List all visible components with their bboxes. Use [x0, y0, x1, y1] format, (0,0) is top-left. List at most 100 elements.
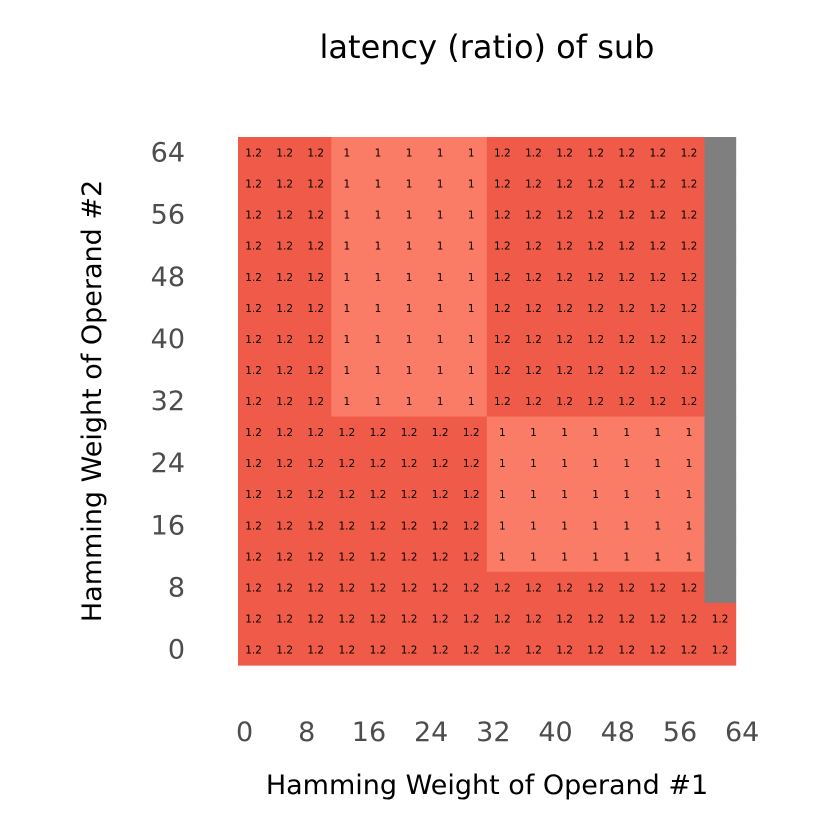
- cell-value-label: 1.2: [432, 582, 449, 594]
- cell-value-label: 1: [686, 458, 693, 470]
- cell-value-label: 1.2: [245, 365, 262, 377]
- heatmap-cell: [673, 571, 706, 604]
- heatmap-cell: [580, 354, 612, 387]
- heatmap-cell: [331, 354, 363, 387]
- cell-value-label: 1.2: [463, 551, 480, 563]
- cell-value-label: 1.2: [525, 644, 542, 656]
- heatmap-cell: [486, 602, 519, 635]
- cell-value-label: 1.2: [307, 582, 324, 594]
- heatmap-cell: [424, 416, 457, 449]
- x-tick-label: 56: [663, 717, 697, 748]
- heatmap-cell: [393, 447, 426, 480]
- heatmap-cell: [331, 447, 363, 480]
- cell-value-label: 1: [468, 148, 475, 160]
- heatmap-cell-missing: [704, 385, 737, 418]
- cell-value-label: 1.2: [276, 613, 293, 625]
- heatmap-cell-missing: [704, 447, 737, 480]
- heatmap-cell: [673, 385, 706, 418]
- heatmap-cell: [673, 633, 706, 666]
- cell-value-label: 1.2: [307, 613, 324, 625]
- heatmap-cell: [362, 323, 395, 356]
- heatmap-cell: [580, 385, 612, 418]
- cell-value-label: 1.2: [618, 613, 635, 625]
- y-tick-label: 56: [151, 200, 185, 231]
- cell-value-label: 1.2: [307, 148, 324, 160]
- heatmap-cell: [580, 633, 612, 666]
- cell-value-label: 1.2: [681, 582, 698, 594]
- heatmap-cell: [580, 602, 612, 635]
- cell-value-label: 1.2: [276, 179, 293, 191]
- heatmap-cell: [424, 602, 457, 635]
- heatmap-cell: [269, 509, 301, 542]
- cell-value-label: 1.2: [307, 396, 324, 408]
- cell-value-label: 1: [686, 520, 693, 532]
- heatmap-cell: [580, 571, 612, 604]
- heatmap-cell: [549, 168, 581, 200]
- cell-value-label: 1: [344, 272, 351, 284]
- heatmap-cell: [611, 292, 643, 324]
- heatmap-cell: [362, 416, 395, 449]
- cell-value-label: 1.2: [525, 179, 542, 191]
- cell-value-label: 1.2: [681, 303, 698, 315]
- x-axis-label: Hamming Weight of Operand #1: [266, 770, 708, 801]
- cell-value-label: 1.2: [338, 582, 355, 594]
- heatmap-cells: [238, 137, 737, 666]
- cell-value-label: 1.2: [338, 551, 355, 563]
- heatmap-cell: [642, 261, 674, 293]
- cell-value-label: 1: [344, 241, 351, 253]
- heatmap-cell: [486, 447, 519, 480]
- cell-value-label: 1: [561, 458, 568, 470]
- heatmap-cell: [486, 261, 519, 293]
- cell-value-label: 1: [592, 489, 599, 501]
- heatmap-cell: [704, 602, 737, 635]
- cell-value-label: 1.2: [525, 210, 542, 222]
- heatmap-cell: [269, 447, 301, 480]
- heatmap-cell: [393, 540, 426, 573]
- heatmap-cell: [300, 137, 332, 169]
- heatmap-cell: [549, 385, 581, 418]
- cell-value-label: 1: [437, 396, 444, 408]
- cell-value-label: 1: [686, 427, 693, 439]
- cell-value-label: 1: [406, 210, 413, 222]
- heatmap-cell: [642, 354, 674, 387]
- heatmap-cell: [393, 292, 426, 324]
- cell-value-label: 1: [592, 458, 599, 470]
- heatmap-cell: [549, 509, 581, 542]
- cell-value-label: 1.2: [618, 582, 635, 594]
- cell-value-label: 1: [468, 334, 475, 346]
- heatmap-cell: [269, 571, 301, 604]
- cell-value-label: 1.2: [556, 148, 573, 160]
- heatmap-cell: [580, 168, 612, 200]
- heatmap-cell: [238, 323, 270, 356]
- cell-value-label: 1.2: [276, 489, 293, 501]
- x-tick-label: 24: [414, 717, 448, 748]
- cell-value-label: 1.2: [401, 458, 418, 470]
- heatmap-cell: [486, 385, 519, 418]
- cell-value-label: 1.2: [556, 303, 573, 315]
- cell-value-label: 1.2: [432, 613, 449, 625]
- cell-value-label: 1.2: [245, 272, 262, 284]
- heatmap-cell-missing: [704, 261, 737, 293]
- cell-value-label: 1: [530, 551, 537, 563]
- cell-value-label: 1.2: [245, 520, 262, 532]
- cell-value-label: 1: [530, 520, 537, 532]
- cell-value-label: 1.2: [307, 427, 324, 439]
- cell-value-label: 1.2: [494, 582, 511, 594]
- cell-value-label: 1.2: [401, 582, 418, 594]
- cell-value-label: 1.2: [587, 303, 604, 315]
- cell-value-label: 1.2: [245, 179, 262, 191]
- cell-value-label: 1.2: [307, 644, 324, 656]
- heatmap-cell: [238, 230, 270, 262]
- cell-value-label: 1.2: [618, 241, 635, 253]
- heatmap-cell: [549, 540, 581, 573]
- cell-value-label: 1.2: [494, 148, 511, 160]
- heatmap-cell: [517, 261, 550, 293]
- cell-value-label: 1.2: [712, 644, 729, 656]
- heatmap-cell: [424, 230, 457, 262]
- cell-value-label: 1.2: [618, 148, 635, 160]
- cell-value-label: 1.2: [276, 458, 293, 470]
- cell-value-label: 1.2: [494, 396, 511, 408]
- x-tick-label: 8: [298, 717, 315, 748]
- heatmap-cell: [642, 230, 674, 262]
